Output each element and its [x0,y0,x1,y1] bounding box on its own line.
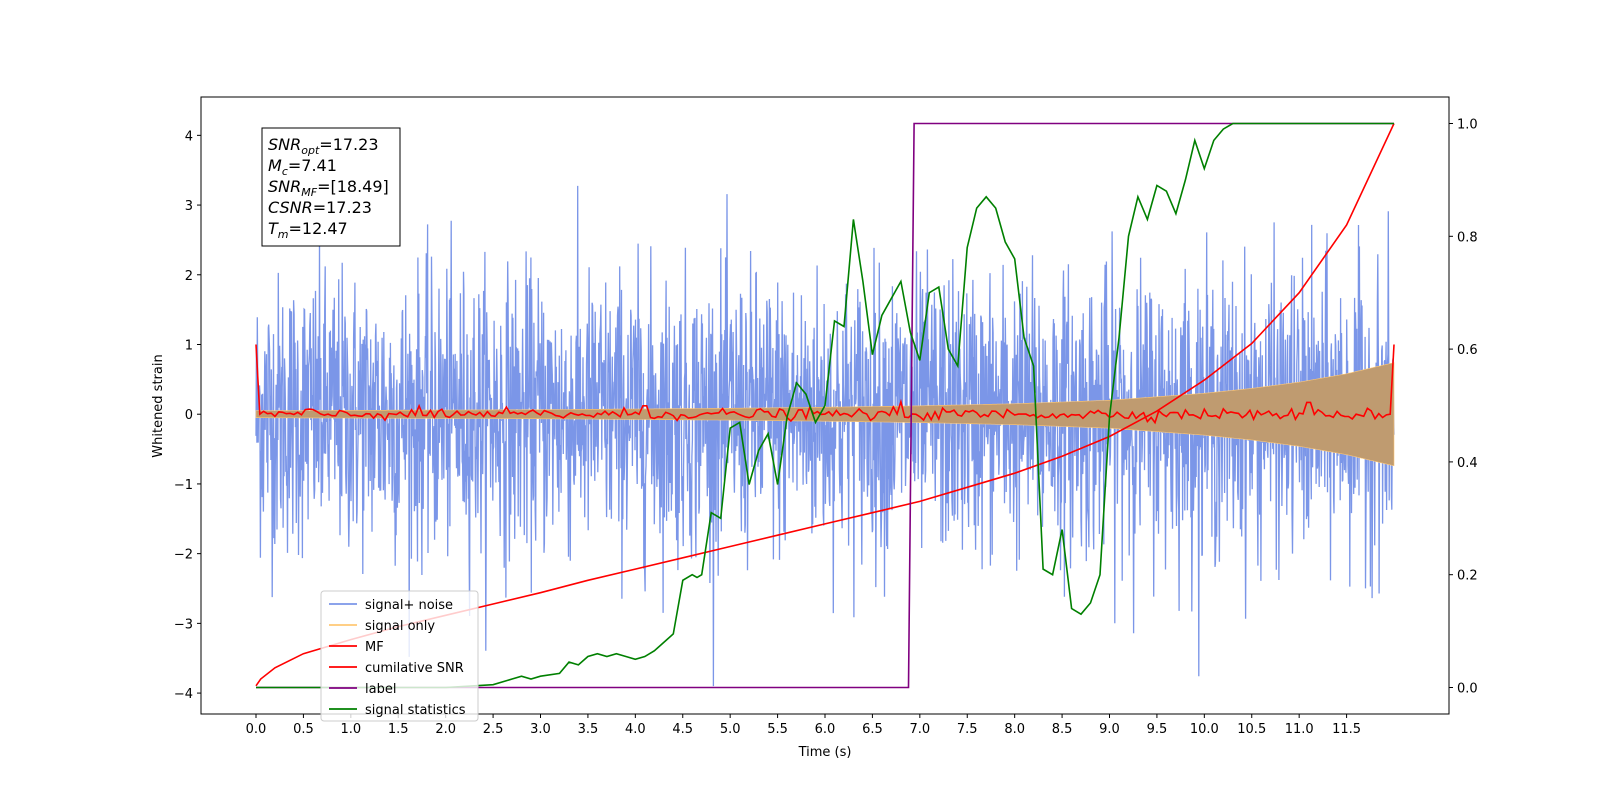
annotation-snropt: SNRopt=17.23 [268,135,379,157]
annotation-snrmf: SNRMF=[18.49] [268,177,389,199]
x-tick-label: 9.0 [1099,722,1120,737]
y2-tick-label: 0.4 [1457,456,1478,471]
annotation-box: SNRopt=17.23Mc=7.41SNRMF=[18.49]CSNR=17.… [261,127,401,247]
x-tick-label: 3.0 [530,722,551,737]
y-tick-label: 1 [185,338,193,353]
legend-label-mf: MF [365,640,384,655]
y2-tick-label: 0.8 [1457,230,1478,245]
series-signal-statistics [256,122,1394,689]
y-tick-label: −1 [174,478,193,493]
x-tick-label: 3.5 [578,722,599,737]
x-tick-label: 6.0 [815,722,836,737]
y-tick-label: −2 [174,548,193,563]
legend-label-cumilative-snr: cumilative SNR [365,661,464,676]
x-tick-label: 8.5 [1052,722,1073,737]
x-axis-ticks: 0.0 0.5 1.0 1.5 2.0 2.5 3.0 3.5 4.0 4.5 5.0 5.5 6.0 6… [246,714,1361,737]
y2-axis-ticks: 0.0 0.2 0.4 0.6 0.8 1.0 [1449,118,1478,696]
y-tick-label: 4 [185,129,193,144]
x-tick-label: 11.5 [1332,722,1361,737]
x-tick-label: 1.0 [340,722,361,737]
x-tick-label: 6.5 [862,722,883,737]
x-tick-label: 5.5 [767,722,788,737]
y-tick-label: −4 [174,687,193,702]
x-tick-label: 9.5 [1147,722,1168,737]
x-tick-label: 4.5 [672,722,693,737]
x-tick-label: 2.5 [483,722,504,737]
legend: signal+ noise signal only MF cumilative SNR… [320,590,479,722]
x-tick-label: 8.0 [1004,722,1025,737]
y-axis-ticks: −4 −3 −2 −1 0 1 2 3 4 [174,129,201,702]
x-tick-label: 10.0 [1190,722,1219,737]
legend-label-label: label [365,682,396,697]
x-tick-label: 0.5 [293,722,314,737]
legend-label-signal-statistics: signal statistics [365,703,466,718]
legend-label-signal-noise: signal+ noise [365,598,453,613]
annotation-csnr: CSNR=17.23 [268,198,372,217]
y-tick-label: −3 [174,617,193,632]
x-tick-label: 7.5 [957,722,978,737]
y-axis-label: Whitened strain [151,354,166,457]
x-tick-label: 4.0 [625,722,646,737]
y2-tick-label: 0.0 [1457,681,1478,696]
y-tick-label: 0 [185,408,193,423]
x-tick-label: 11.0 [1285,722,1314,737]
x-axis-label: Time (s) [798,745,852,760]
x-tick-label: 2.0 [435,722,456,737]
y2-tick-label: 1.0 [1457,118,1478,133]
y-tick-label: 3 [185,199,193,214]
annotation-tm: Tm=12.47 [268,219,348,241]
x-tick-label: 0.0 [246,722,267,737]
annotation-frame [261,127,401,247]
legend-label-signal-only: signal only [365,619,435,634]
y-tick-label: 2 [185,269,193,284]
series-signal-noise [255,185,1395,687]
x-tick-label: 7.0 [909,722,930,737]
legend-frame [320,590,479,722]
x-tick-label: 10.5 [1237,722,1266,737]
x-tick-label: 5.0 [720,722,741,737]
y2-tick-label: 0.6 [1457,343,1478,358]
series-label [256,122,1394,689]
y2-tick-label: 0.2 [1457,569,1478,584]
series-mf [255,344,1395,425]
annotation-mc: Mc=7.41 [268,156,337,178]
x-tick-label: 1.5 [388,722,409,737]
